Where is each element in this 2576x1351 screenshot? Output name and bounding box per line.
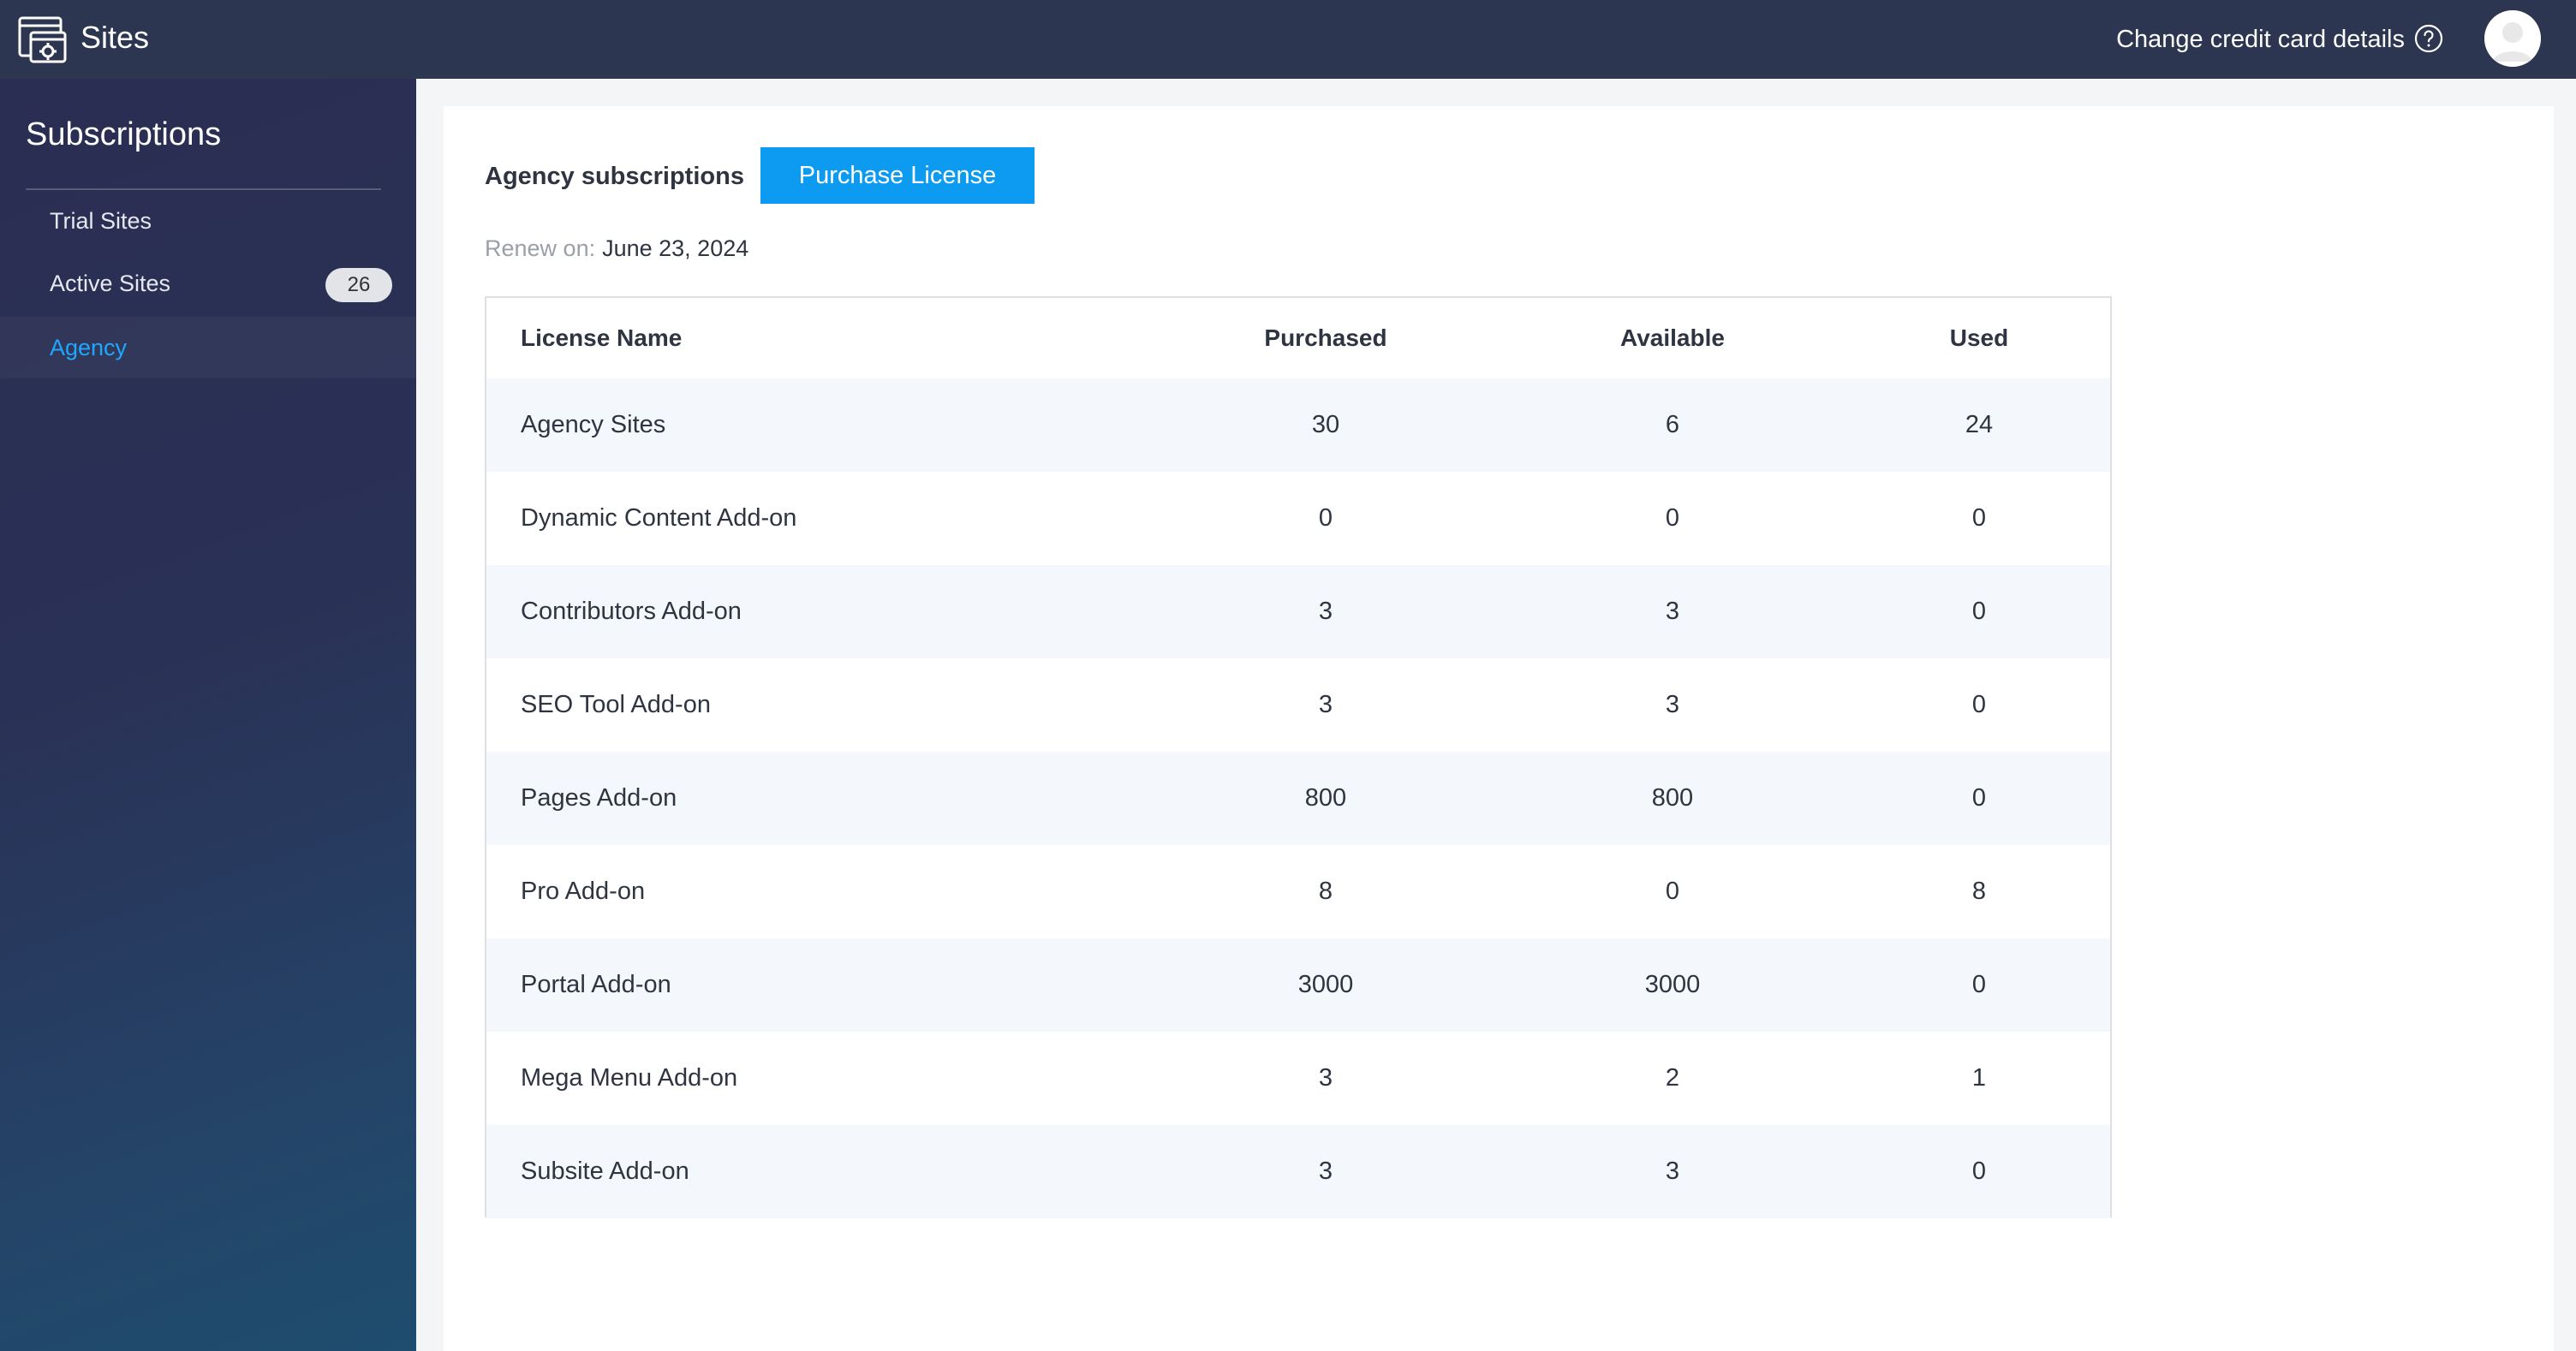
- purchased-cell: 3: [1154, 1125, 1497, 1218]
- sidebar-item-label: Trial Sites: [50, 207, 152, 234]
- available-cell: 3: [1497, 1125, 1848, 1218]
- license-name-cell: Dynamic Content Add-on: [521, 504, 797, 532]
- purchased-cell: 3000: [1154, 938, 1497, 1032]
- column-header-used: Used: [1949, 324, 2009, 351]
- license-name-cell: Pages Add-on: [486, 752, 1154, 845]
- purchased-cell: 3: [1318, 1064, 1333, 1092]
- sidebar-title: Subscriptions: [26, 116, 222, 152]
- sidebar-item-agency[interactable]: Agency: [0, 317, 416, 378]
- sidebar-item-label: Agency: [50, 334, 128, 360]
- sidebar-item-label: Active Sites: [50, 270, 171, 296]
- license-name-cell: Portal Add-on: [486, 938, 1154, 1032]
- user-avatar-icon[interactable]: [2484, 10, 2541, 67]
- license-table: License Name Purchased Available Used Ag…: [485, 296, 2112, 1218]
- purchase-license-button[interactable]: Purchase License: [760, 147, 1035, 204]
- used-cell: 0: [1848, 565, 2110, 658]
- change-credit-card-link[interactable]: Change credit card details: [2116, 26, 2405, 53]
- section-title: Agency subscriptions: [485, 163, 744, 190]
- available-cell: 0: [1665, 504, 1680, 532]
- purchased-cell: 30: [1154, 378, 1497, 472]
- available-cell: 0: [1665, 878, 1680, 905]
- purchased-cell: 800: [1154, 752, 1497, 845]
- available-cell: 3: [1497, 565, 1848, 658]
- table-row: Mega Menu Add-on 3 2 1: [486, 1032, 2110, 1125]
- sidebar-item-active-sites[interactable]: Active Sites 26: [0, 253, 416, 314]
- help-circle-icon[interactable]: [2413, 23, 2444, 54]
- available-cell: 2: [1665, 1064, 1680, 1092]
- sites-logo-icon[interactable]: [17, 14, 69, 65]
- column-header-license-name: License Name: [521, 324, 683, 351]
- license-name-cell: SEO Tool Add-on: [521, 691, 711, 718]
- table-row: Portal Add-on 3000 3000 0: [486, 938, 2110, 1032]
- table-header-row: License Name Purchased Available Used: [486, 298, 2110, 378]
- sidebar: Subscriptions Trial Sites Active Sites 2…: [0, 79, 416, 1351]
- used-cell: 0: [1971, 691, 1987, 718]
- purchased-cell: 0: [1318, 504, 1333, 532]
- table-row: Dynamic Content Add-on 0 0 0: [486, 472, 2110, 565]
- table-row: Agency Sites 30 6 24: [486, 378, 2110, 472]
- sidebar-divider: [26, 188, 381, 190]
- table-row: Pages Add-on 800 800 0: [486, 752, 2110, 845]
- column-header-available: Available: [1620, 324, 1725, 351]
- column-header-purchased: Purchased: [1264, 324, 1387, 351]
- sidebar-item-trial-sites[interactable]: Trial Sites: [0, 190, 416, 252]
- purchased-cell: 3: [1154, 565, 1497, 658]
- available-cell: 6: [1497, 378, 1848, 472]
- available-cell: 800: [1497, 752, 1848, 845]
- main-panel: Agency subscriptions Purchase License Re…: [444, 106, 2554, 1351]
- used-cell: 0: [1848, 1125, 2110, 1218]
- renew-date: June 23, 2024: [602, 235, 749, 261]
- purchased-cell: 8: [1318, 878, 1333, 905]
- license-name-cell: Pro Add-on: [521, 878, 646, 905]
- used-cell: 0: [1848, 938, 2110, 1032]
- top-bar: Sites Change credit card details: [0, 0, 2576, 79]
- used-cell: 8: [1971, 878, 1987, 905]
- active-sites-count-badge: 26: [325, 268, 392, 302]
- available-cell: 3: [1665, 691, 1680, 718]
- table-row: Pro Add-on 8 0 8: [486, 845, 2110, 938]
- purchased-cell: 3: [1318, 691, 1333, 718]
- license-name-cell: Subsite Add-on: [486, 1125, 1154, 1218]
- license-name-cell: Agency Sites: [486, 378, 1154, 472]
- license-name-cell: Mega Menu Add-on: [521, 1064, 738, 1092]
- used-cell: 24: [1848, 378, 2110, 472]
- used-cell: 1: [1971, 1064, 1987, 1092]
- table-row: Subsite Add-on 3 3 0: [486, 1125, 2110, 1218]
- table-row: SEO Tool Add-on 3 3 0: [486, 658, 2110, 752]
- app-title: Sites: [80, 20, 150, 55]
- renew-info: Renew on: June 23, 2024: [485, 233, 748, 264]
- used-cell: 0: [1848, 752, 2110, 845]
- table-row: Contributors Add-on 3 3 0: [486, 565, 2110, 658]
- available-cell: 3000: [1497, 938, 1848, 1032]
- renew-label: Renew on:: [485, 235, 596, 261]
- license-name-cell: Contributors Add-on: [486, 565, 1154, 658]
- used-cell: 0: [1971, 504, 1987, 532]
